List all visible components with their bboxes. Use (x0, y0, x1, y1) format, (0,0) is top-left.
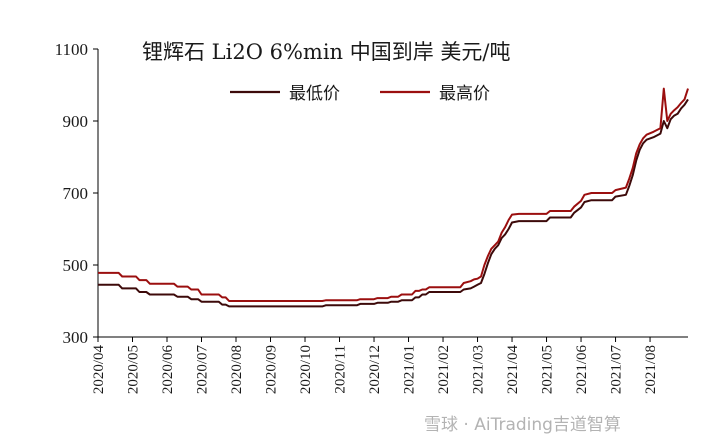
x-tick-label: 2020/11 (333, 345, 349, 394)
series-lines (98, 87, 689, 308)
x-tick-label: 2020/09 (264, 345, 280, 394)
x-tick-label: 2020/07 (195, 345, 211, 395)
x-tick-label: 2020/06 (160, 345, 176, 395)
y-tick-label: 500 (63, 256, 89, 275)
x-tick-label: 2021/01 (402, 345, 418, 394)
x-tick-label: 2020/12 (367, 345, 383, 394)
x-tick-label: 2020/10 (298, 345, 314, 394)
legend: 最低价 最高价 (230, 84, 490, 104)
x-tick-label: 2020/05 (126, 345, 142, 394)
x-tick-label: 2021/04 (505, 345, 521, 395)
y-tick-label: 1100 (55, 40, 88, 59)
x-tick-label: 2021/02 (436, 345, 452, 394)
x-tick-label: 2021/07 (609, 345, 625, 395)
y-tick-label: 700 (63, 184, 89, 203)
series-line-max (98, 87, 689, 302)
x-tick-label: 2021/08 (643, 345, 659, 394)
series-line-min (98, 98, 689, 308)
legend-label-max: 最高价 (439, 84, 490, 104)
x-tick-label: 2020/04 (91, 345, 107, 395)
x-tick-label: 2021/03 (471, 345, 487, 394)
x-tick-label: 2021/06 (574, 345, 590, 395)
chart-title: 锂辉石 Li2O 6%min 中国到岸 美元/吨 (142, 40, 510, 64)
y-ticks: 300 500 700 900 1100 (55, 40, 98, 347)
y-tick-label: 900 (63, 112, 89, 131)
x-tick-label: 2021/05 (540, 345, 556, 394)
x-ticks: 2020/04 2020/05 2020/06 2020/07 2020/08 2020/… (91, 337, 659, 394)
x-tick-label: 2020/08 (229, 345, 245, 394)
watermark-text: 雪球 · AiTrading吉道智算 (424, 415, 621, 435)
y-tick-label: 300 (63, 328, 89, 347)
legend-label-min: 最低价 (289, 84, 340, 104)
